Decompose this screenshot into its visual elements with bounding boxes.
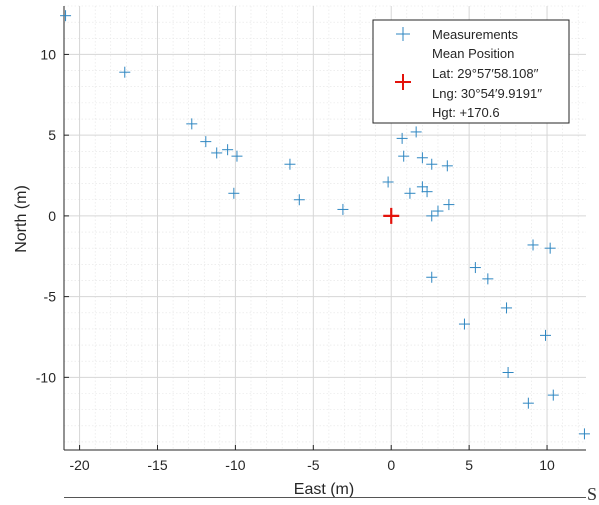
legend-measurements-label: Measurements xyxy=(432,27,518,42)
plot-frame xyxy=(63,6,586,451)
y-tick-label: 0 xyxy=(48,208,56,224)
x-tick-label: -5 xyxy=(307,457,320,473)
legend-lng: Lng: 30°54′9.9191′′ xyxy=(432,86,543,101)
measurement-point xyxy=(527,239,539,251)
measurement-point xyxy=(404,187,416,199)
legend-measurements-marker xyxy=(396,27,410,41)
measurement-point xyxy=(293,194,305,206)
measurement-point xyxy=(416,181,428,193)
measurement-point xyxy=(578,428,590,440)
y-tick-label: -5 xyxy=(44,289,57,305)
measurement-point xyxy=(539,329,551,341)
measurement-point xyxy=(544,242,556,254)
measurement-point xyxy=(426,158,438,170)
y-axis-ticks: -10 -5 0 5 10 xyxy=(36,46,69,385)
measurement-point xyxy=(211,147,223,159)
bottom-rule xyxy=(64,497,586,498)
x-axis-ticks: -20 -15 -10 -5 0 5 10 xyxy=(69,445,555,473)
measurement-point xyxy=(382,176,394,188)
y-tick-label: 10 xyxy=(40,46,56,62)
measurement-point xyxy=(426,271,438,283)
measurement-point xyxy=(337,203,349,215)
mean-position-marker xyxy=(383,207,400,224)
measurement-point xyxy=(231,150,243,162)
measurement-point xyxy=(410,126,422,138)
measurement-point xyxy=(186,118,198,130)
measurement-point xyxy=(501,302,513,314)
stray-letter: S xyxy=(587,484,598,504)
measurement-point xyxy=(469,262,481,274)
measurement-point xyxy=(547,389,559,401)
measurement-point xyxy=(119,66,131,78)
x-tick-label: -20 xyxy=(69,457,89,473)
measurement-point xyxy=(522,397,534,409)
measurement-point xyxy=(426,210,438,222)
measurement-point xyxy=(443,199,455,211)
measurement-point xyxy=(398,150,410,162)
measurement-point xyxy=(416,152,428,164)
x-axis-label: East (m) xyxy=(294,481,354,498)
measurement-point xyxy=(396,132,408,144)
data-marks xyxy=(60,10,590,440)
legend-mean-marker xyxy=(395,74,411,90)
measurement-point xyxy=(284,158,296,170)
measurement-point xyxy=(482,273,494,285)
x-tick-label: 5 xyxy=(465,457,473,473)
x-tick-label: -10 xyxy=(225,457,245,473)
legend-lat: Lat: 29°57′58.108′′ xyxy=(432,66,539,81)
measurement-point xyxy=(421,186,433,198)
measurement-point xyxy=(60,10,72,22)
x-tick-label: 10 xyxy=(539,457,555,473)
measurement-point xyxy=(222,144,234,156)
y-axis-label: North (m) xyxy=(13,185,30,253)
major-grid xyxy=(64,6,586,450)
y-tick-label: 5 xyxy=(48,127,56,143)
measurement-point xyxy=(228,187,240,199)
measurement-point xyxy=(458,318,470,330)
legend-hgt: Hgt: +170.6 xyxy=(432,105,500,120)
measurement-point xyxy=(502,367,514,379)
measurement-point xyxy=(200,136,212,148)
y-tick-label: -10 xyxy=(36,369,56,385)
legend: Measurements Mean Position Lat: 29°57′58… xyxy=(372,19,570,124)
legend-box xyxy=(372,19,570,124)
x-tick-label: 0 xyxy=(387,457,395,473)
legend-mean-label: Mean Position xyxy=(432,46,514,61)
x-tick-label: -15 xyxy=(147,457,167,473)
measurement-point xyxy=(432,205,444,217)
measurement-point xyxy=(441,160,453,172)
